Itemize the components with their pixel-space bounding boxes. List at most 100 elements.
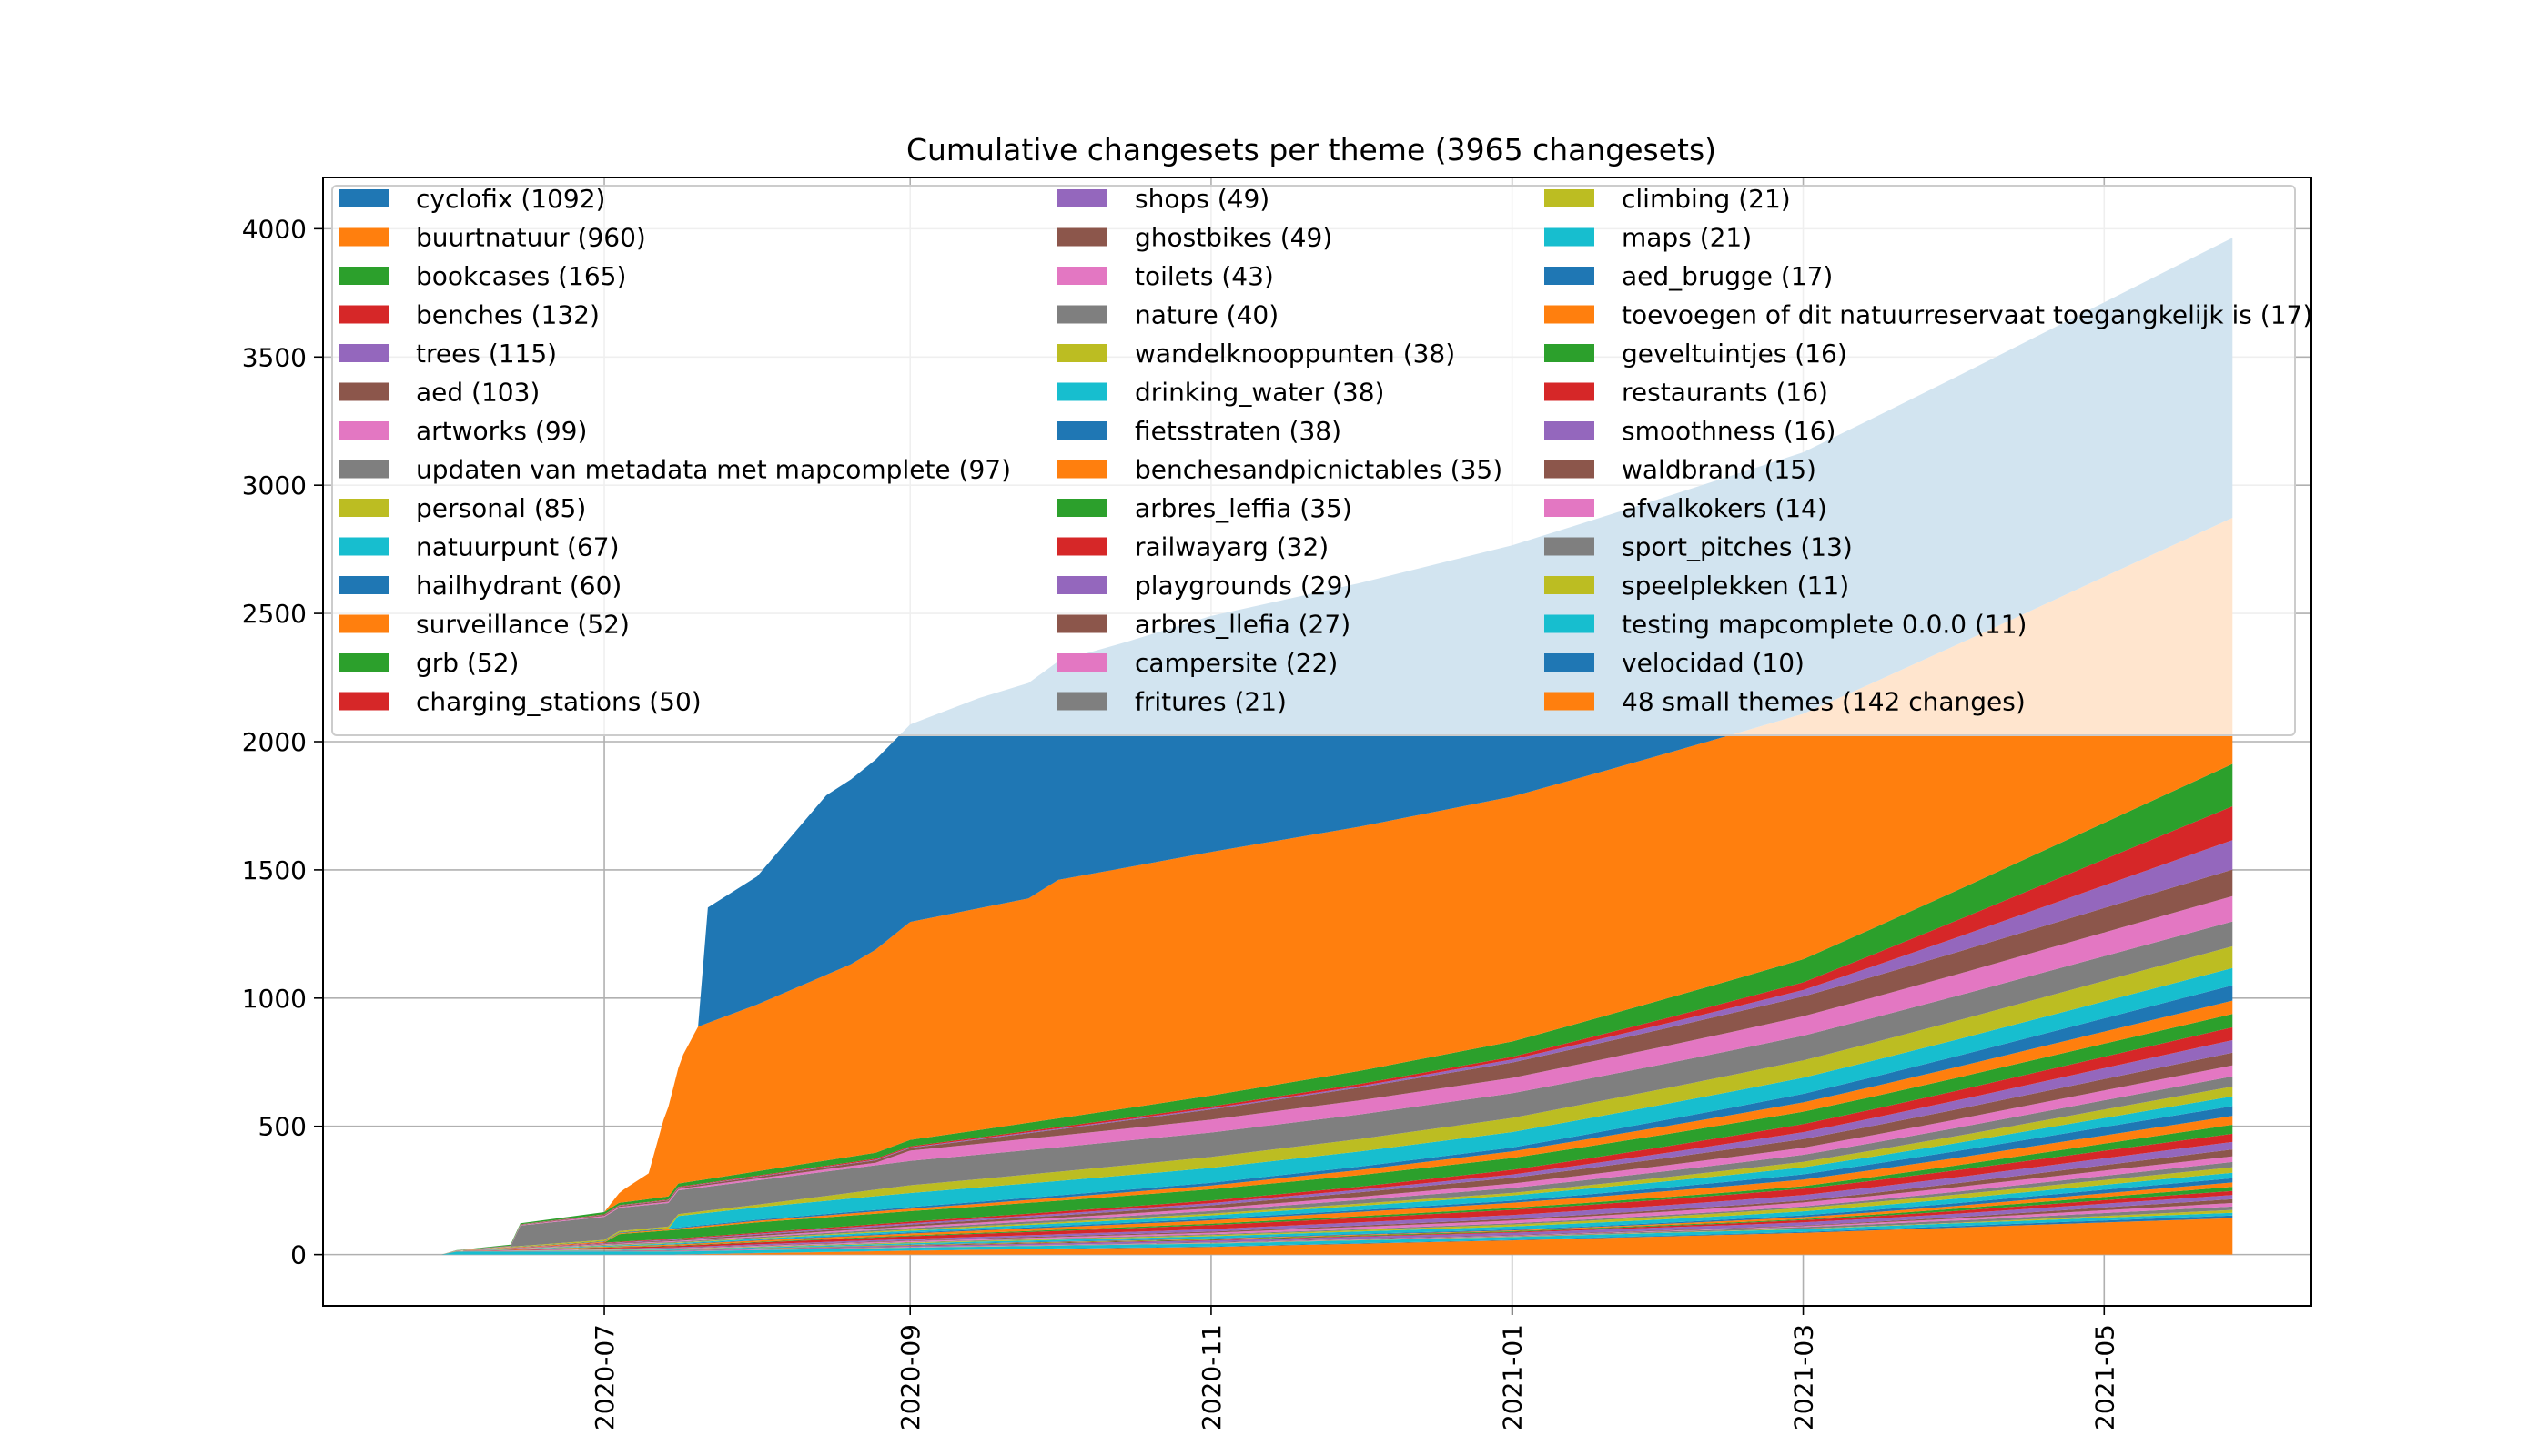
legend-label: personal (85) <box>416 493 586 523</box>
legend-label: trees (115) <box>416 339 557 369</box>
chart-title: Cumulative changesets per theme (3965 ch… <box>906 132 1716 167</box>
legend-label: arbres_leffia (35) <box>1135 493 1352 523</box>
area-series <box>441 921 2233 1255</box>
x-tick-label: 2020-11 <box>1197 1324 1227 1431</box>
legend-label: charging_stations (50) <box>416 687 702 717</box>
x-tick-label: 2020-07 <box>590 1324 620 1431</box>
legend-label: sport_pitches (13) <box>1622 532 1853 562</box>
legend-swatch <box>1544 460 1594 479</box>
y-tick-label: 500 <box>258 1112 307 1142</box>
area-series <box>441 518 2233 1255</box>
legend-swatch <box>339 653 389 672</box>
legend-label: drinking_water (38) <box>1135 378 1384 408</box>
legend-label: fietsstraten (38) <box>1135 416 1341 446</box>
y-axis: 0 500 1000 1500 2000 2500 3000 3500 4000 <box>242 214 323 1270</box>
legend-label: velocidad (10) <box>1622 648 1805 678</box>
legend-label: waldbrand (15) <box>1622 455 1816 485</box>
legend-swatch <box>339 421 389 440</box>
legend-swatch <box>339 228 389 247</box>
legend-label: afvalkokers (14) <box>1622 493 1827 523</box>
y-tick-label: 3000 <box>242 470 307 500</box>
legend-swatch <box>1057 189 1107 207</box>
legend-label: climbing (21) <box>1622 184 1791 214</box>
legend-label: restaurants (16) <box>1622 378 1828 408</box>
legend-label: 48 small themes (142 changes) <box>1622 687 2026 717</box>
legend-label: geveltuintjes (16) <box>1622 339 1847 369</box>
legend-swatch <box>339 499 389 517</box>
legend-swatch <box>1057 460 1107 479</box>
legend-label: toevoegen of dit natuurreservaat toegang… <box>1622 300 2312 330</box>
legend-swatch <box>1057 653 1107 672</box>
legend-swatch <box>339 305 389 324</box>
x-tick-label: 2021-03 <box>1789 1324 1819 1431</box>
legend-swatch <box>339 460 389 479</box>
legend-label: toilets (43) <box>1135 261 1274 291</box>
area-series <box>441 1218 2233 1255</box>
legend-swatch <box>1544 344 1594 362</box>
legend-swatch <box>1057 499 1107 517</box>
legend-label: fritures (21) <box>1135 687 1287 717</box>
legend-label: arbres_llefia (27) <box>1135 610 1350 640</box>
legend-swatch <box>1544 499 1594 517</box>
legend-swatch <box>1544 692 1594 711</box>
y-tick-label: 2500 <box>242 599 307 629</box>
legend-label: benches (132) <box>416 300 600 330</box>
legend: cyclofix (1092) buurtnatuur (960) bookcase… <box>331 184 2312 736</box>
y-tick-label: 4000 <box>242 214 307 244</box>
legend-frame <box>331 185 2296 736</box>
legend-label: natuurpunt (67) <box>416 532 620 562</box>
legend-label: grb (52) <box>416 648 519 678</box>
y-tick-label: 3500 <box>242 342 307 372</box>
legend-swatch <box>339 267 389 285</box>
legend-label: ghostbikes (49) <box>1135 223 1332 253</box>
legend-label: updaten van metadata met mapcomplete (97… <box>416 455 1011 485</box>
legend-label: aed (103) <box>416 378 540 408</box>
legend-swatch <box>1544 267 1594 285</box>
legend-swatch <box>1544 614 1594 633</box>
legend-swatch <box>1057 421 1107 440</box>
legend-swatch <box>1544 537 1594 556</box>
legend-label: cyclofix (1092) <box>416 184 605 214</box>
legend-label: smoothness (16) <box>1622 416 1835 446</box>
legend-label: shops (49) <box>1135 184 1269 214</box>
legend-label: railwayarg (32) <box>1135 532 1329 562</box>
y-tick-label: 1000 <box>242 984 307 1014</box>
legend-label: campersite (22) <box>1135 648 1338 678</box>
legend-swatch <box>339 614 389 633</box>
legend-swatch <box>1057 382 1107 401</box>
legend-label: hailhydrant (60) <box>416 571 622 601</box>
legend-swatch <box>1544 576 1594 594</box>
legend-swatch <box>1544 228 1594 247</box>
legend-swatch <box>1057 537 1107 556</box>
legend-label: artworks (99) <box>416 416 587 446</box>
legend-swatch <box>339 692 389 711</box>
legend-label: surveillance (52) <box>416 610 630 640</box>
legend-label: nature (40) <box>1135 300 1279 330</box>
legend-label: playgrounds (29) <box>1135 571 1352 601</box>
legend-label: benchesandpicnictables (35) <box>1135 455 1502 485</box>
legend-swatch <box>1544 189 1594 207</box>
legend-label: wandelknooppunten (38) <box>1135 339 1455 369</box>
x-tick-label: 2020-09 <box>895 1324 925 1431</box>
legend-swatch <box>1057 344 1107 362</box>
legend-swatch <box>1544 382 1594 401</box>
legend-swatch <box>339 382 389 401</box>
legend-swatch <box>339 576 389 594</box>
legend-swatch <box>1057 267 1107 285</box>
legend-label: testing mapcomplete 0.0.0 (11) <box>1622 610 2027 640</box>
legend-label: maps (21) <box>1622 223 1752 253</box>
y-tick-label: 1500 <box>242 855 307 885</box>
legend-swatch <box>339 189 389 207</box>
legend-swatch <box>1057 576 1107 594</box>
legend-swatch <box>1057 305 1107 324</box>
legend-swatch <box>1544 421 1594 440</box>
legend-swatch <box>339 344 389 362</box>
x-axis: 2020-07 2020-09 2020-11 2021-01 2021-03 2021-… <box>590 1306 2119 1431</box>
x-tick-label: 2021-01 <box>1498 1324 1528 1431</box>
legend-swatch <box>1544 305 1594 324</box>
legend-swatch <box>1057 692 1107 711</box>
y-tick-label: 2000 <box>242 727 307 757</box>
legend-swatch <box>1057 614 1107 633</box>
legend-label: buurtnatuur (960) <box>416 223 646 253</box>
